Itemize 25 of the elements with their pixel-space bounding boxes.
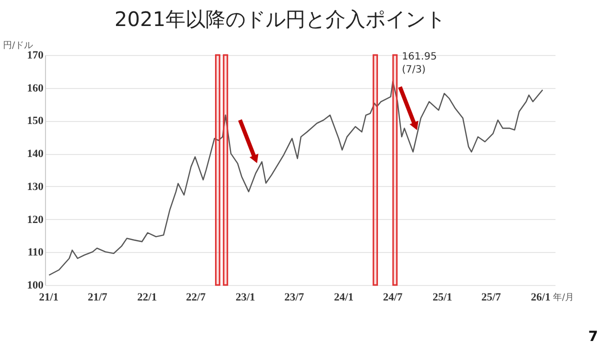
x-tick-label: 21/7: [88, 292, 108, 304]
x-tick-label: 25/1: [432, 292, 452, 304]
x-tick-label: 21/1: [38, 292, 59, 304]
y-tick-label: 100: [27, 280, 44, 292]
x-tick-label: 22/1: [137, 292, 157, 304]
x-tick-label: 23/1: [236, 292, 256, 304]
y-axis-title: 円/ドル: [3, 41, 34, 51]
y-tick-label: 140: [27, 148, 44, 160]
x-tick-label: 22/7: [186, 292, 206, 304]
x-tick-label: 24/7: [382, 292, 404, 304]
x-tick-label: 26/1: [530, 292, 550, 304]
chart-title: 2021年以降のドル円と介入ポイント: [114, 7, 446, 31]
x-tick-label: 25/7: [481, 292, 502, 304]
x-axis-title: 年/月: [553, 292, 574, 303]
x-tick-label: 24/1: [334, 292, 354, 304]
y-tick-label: 120: [27, 214, 44, 226]
annotation: 161.95 (7/3): [402, 51, 437, 76]
x-tick-label: 23/7: [284, 292, 304, 304]
y-tick-label: 170: [27, 50, 44, 62]
y-tick-label: 150: [27, 115, 44, 128]
line-series: [48, 80, 544, 276]
y-tick-label: 160: [27, 82, 44, 94]
y-tick-label: 130: [27, 180, 44, 193]
y-tick-label: 110: [28, 246, 44, 259]
text: 7: [588, 329, 598, 345]
